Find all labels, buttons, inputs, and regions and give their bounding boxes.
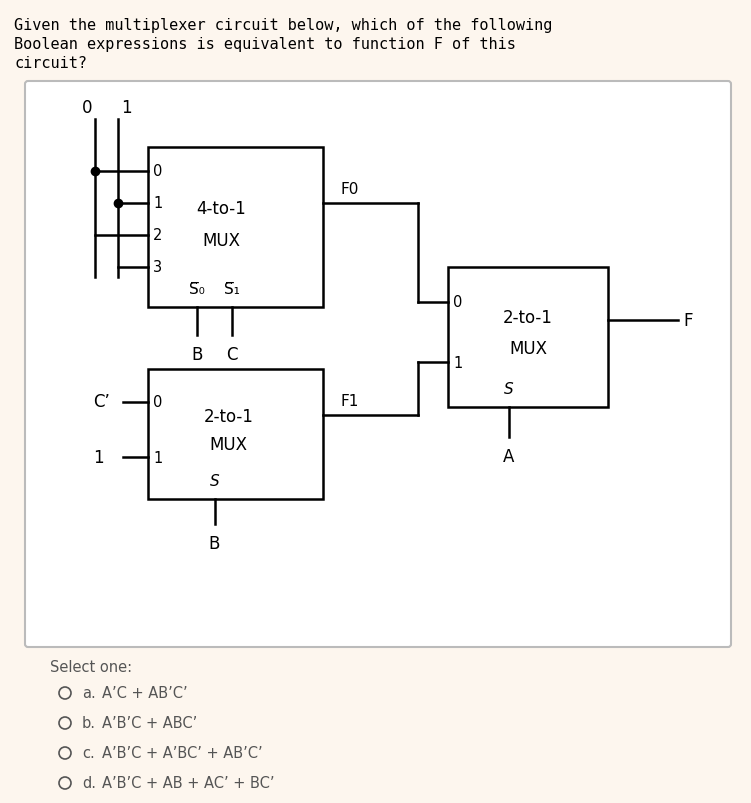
Text: 4-to-1: 4-to-1 (197, 200, 246, 218)
Text: c.: c. (82, 745, 95, 760)
Bar (448, 267, 608, 407)
Text: MUX: MUX (210, 436, 248, 454)
Text: 1: 1 (153, 450, 162, 465)
Text: C’: C’ (93, 393, 110, 411)
Text: circuit?: circuit? (14, 56, 87, 71)
Text: 1: 1 (453, 355, 463, 370)
Text: C: C (226, 345, 238, 364)
Text: d.: d. (82, 776, 96, 790)
Text: S̅₀: S̅₀ (189, 282, 205, 297)
Text: A’B’C + AB + AC’ + BC’: A’B’C + AB + AC’ + BC’ (102, 776, 275, 790)
Text: S: S (504, 382, 514, 397)
Text: 0: 0 (453, 296, 463, 310)
Text: b.: b. (82, 715, 96, 731)
Text: 0: 0 (82, 99, 92, 117)
Text: B: B (209, 534, 220, 552)
Text: 0: 0 (153, 165, 162, 179)
Bar (148, 369, 323, 499)
Text: MUX: MUX (509, 340, 547, 358)
Text: a.: a. (82, 686, 95, 701)
Text: S: S (210, 474, 219, 489)
Text: A’C + AB’C’: A’C + AB’C’ (102, 686, 188, 701)
Bar (148, 148, 323, 308)
Text: F1: F1 (341, 393, 360, 409)
Text: Boolean expressions is equivalent to function F of this: Boolean expressions is equivalent to fun… (14, 37, 516, 52)
Text: 2-to-1: 2-to-1 (503, 309, 553, 327)
Text: F0: F0 (341, 182, 360, 198)
Text: MUX: MUX (203, 231, 240, 250)
Text: 0: 0 (153, 394, 162, 410)
Text: A: A (503, 447, 514, 466)
Text: 1: 1 (121, 99, 131, 117)
Text: 2: 2 (153, 228, 162, 243)
Text: A’B’C + A’BC’ + AB’C’: A’B’C + A’BC’ + AB’C’ (102, 745, 263, 760)
Text: Select one:: Select one: (50, 659, 132, 675)
FancyBboxPatch shape (25, 82, 731, 647)
Text: S̅₁: S̅₁ (224, 282, 240, 297)
Text: 2-to-1: 2-to-1 (204, 407, 253, 426)
Text: A’B’C + ABC’: A’B’C + ABC’ (102, 715, 198, 731)
Text: 1: 1 (93, 449, 104, 467)
Text: 1: 1 (153, 196, 162, 211)
Text: 3: 3 (153, 260, 162, 275)
Text: B: B (192, 345, 203, 364)
Text: F: F (683, 312, 692, 330)
Text: Given the multiplexer circuit below, which of the following: Given the multiplexer circuit below, whi… (14, 18, 553, 33)
